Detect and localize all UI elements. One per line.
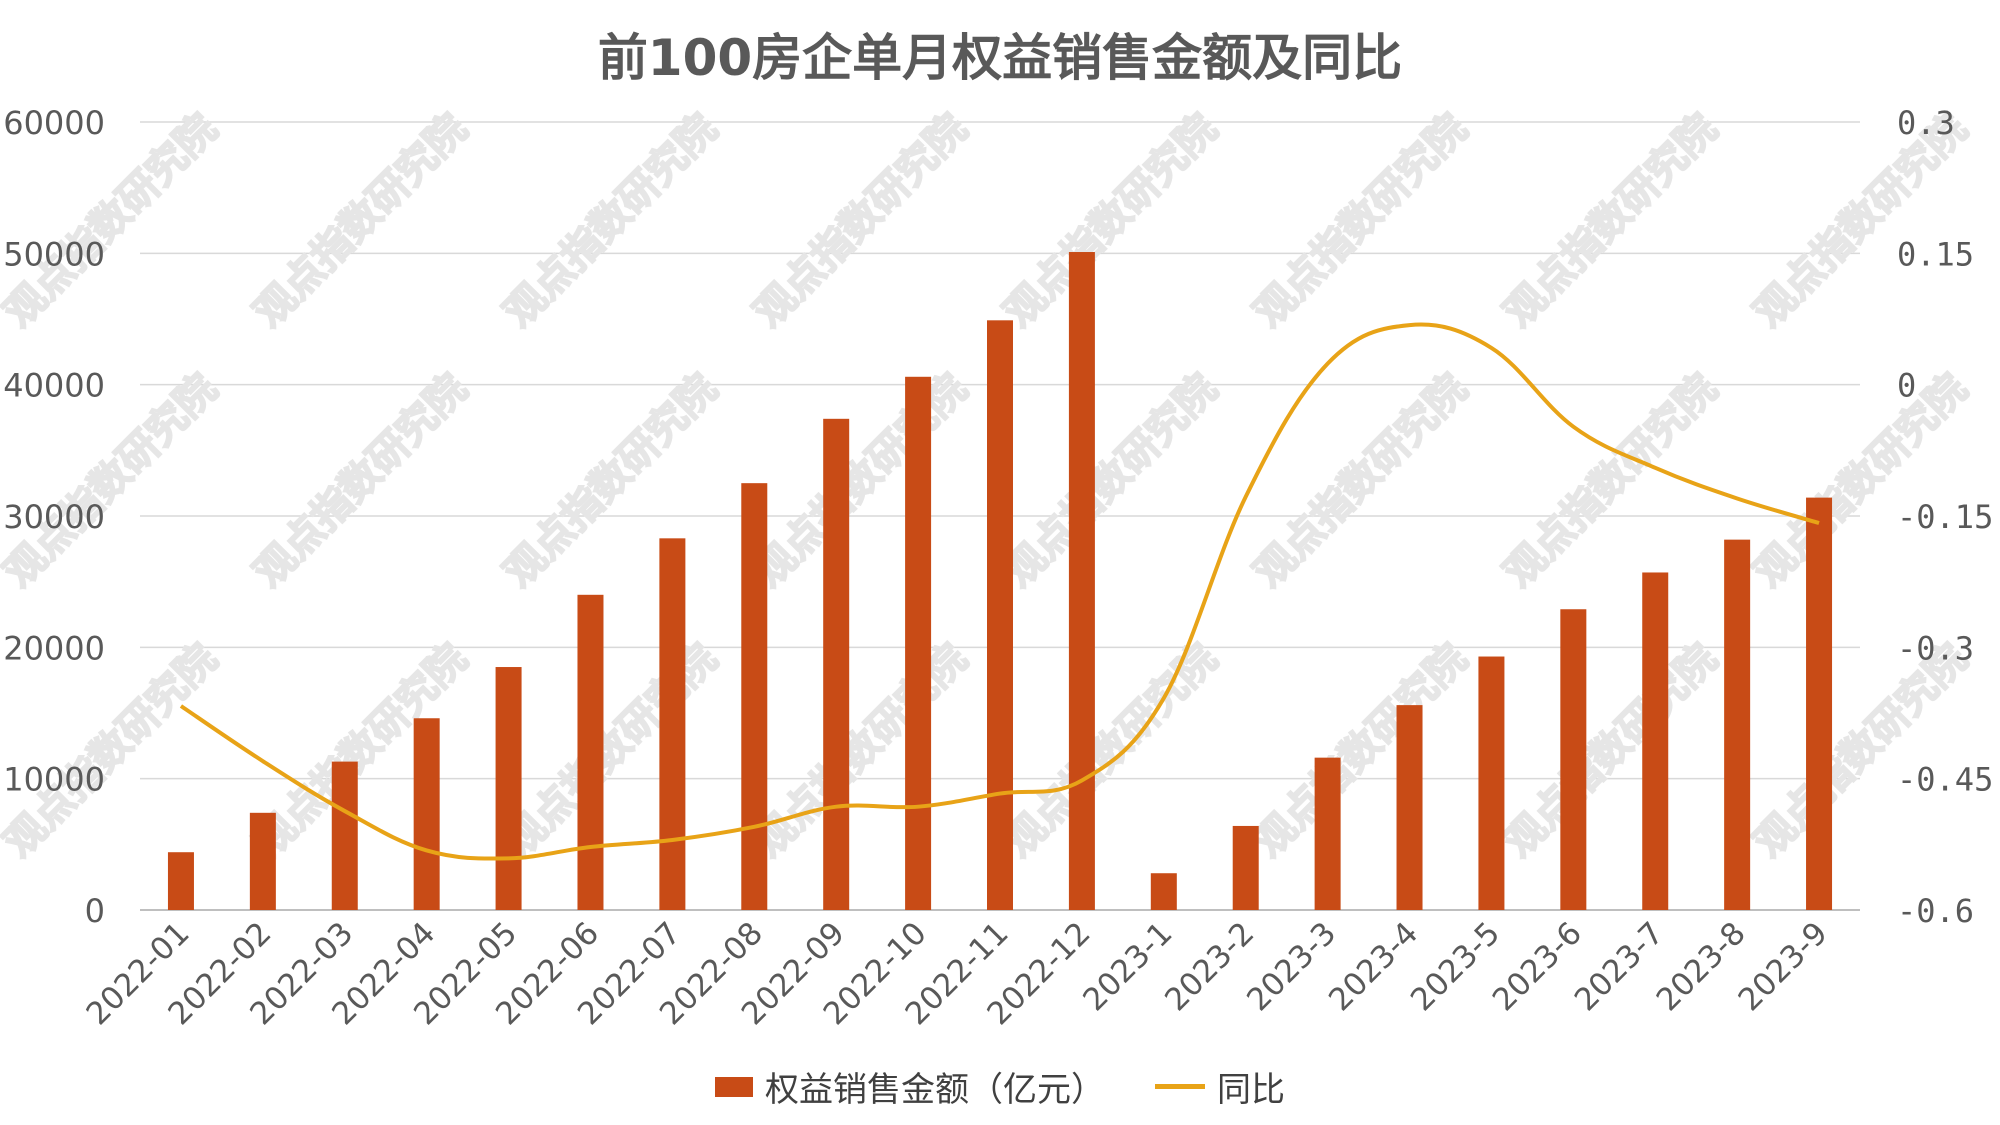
right-tick-label: -0.45 [1897,761,1993,799]
watermark-text: 观点指数研究院 [746,366,977,597]
bar [1396,705,1423,910]
bar [1068,252,1095,910]
watermark-text: 观点指数研究院 [1246,366,1477,597]
legend-item-line[interactable]: 同比 [1155,1062,1285,1111]
bar [823,418,850,910]
legend: 权益销售金额（亿元） 同比 [0,1062,2000,1111]
legend-line-swatch [1155,1084,1205,1089]
bar [1806,497,1833,910]
x-tick-label: 2023-5 [1404,915,1507,1018]
watermark-text: 观点指数研究院 [1746,366,1977,597]
x-axis: 2022-012022-022022-032022-042022-052022-… [80,915,1835,1032]
bar [1478,656,1505,910]
bar [1724,539,1751,910]
watermark-text: 观点指数研究院 [1496,106,1727,337]
left-tick-label: 0 [85,892,105,930]
right-axis: -0.6 -0.45 -0.3 -0.15 0 0.15 0.3 [1897,104,1993,930]
bar [167,852,194,910]
bar [413,718,440,910]
bar [249,812,276,910]
bar [1150,873,1177,910]
watermark-text: 观点指数研究院 [246,106,477,337]
watermark-text: 观点指数研究院 [496,106,727,337]
watermark-text: 观点指数研究院 [996,636,1227,867]
watermark-text: 观点指数研究院 [996,106,1227,337]
watermark-text: 观点指数研究院 [1746,636,1977,867]
left-tick-label: 10000 [3,761,105,799]
right-tick-label: -0.6 [1897,892,1974,930]
x-tick-label: 2023-1 [1076,915,1179,1018]
left-tick-label: 50000 [3,235,105,273]
bar [495,667,522,910]
right-tick-label: -0.15 [1897,498,1993,536]
right-tick-label: 0 [1897,367,1916,405]
watermark-text: 观点指数研究院 [1246,636,1477,867]
legend-bar-label: 权益销售金额（亿元） [765,1070,1105,1110]
x-tick-label: 2023-2 [1158,915,1261,1018]
legend-bar-swatch [715,1076,753,1097]
bar [659,538,686,910]
bar [905,376,932,911]
x-tick-label: 2023-9 [1732,915,1835,1018]
right-tick-label: 0.3 [1897,104,1955,142]
legend-item-bar[interactable]: 权益销售金额（亿元） [715,1062,1105,1111]
left-tick-label: 30000 [3,498,105,536]
watermark-text: 观点指数研究院 [496,636,727,867]
watermark-text: 观点指数研究院 [246,636,477,867]
bar [987,320,1013,910]
bar [1642,572,1669,910]
x-tick-label: 2023-4 [1322,915,1425,1018]
watermark-text: 观点指数研究院 [1246,106,1477,337]
right-tick-label: 0.15 [1897,235,1974,273]
bar [577,594,604,910]
watermark-text: 观点指数研究院 [1496,636,1727,867]
left-tick-label: 20000 [3,629,105,667]
watermark-text: 观点指数研究院 [0,636,226,867]
bar [1560,609,1587,910]
watermark-text: 观点指数研究院 [996,366,1227,597]
left-axis: 0 10000 20000 30000 40000 50000 60000 [3,104,105,930]
x-tick-label: 2023-7 [1568,915,1671,1018]
left-tick-label: 40000 [3,367,105,405]
watermark-text: 观点指数研究院 [746,636,977,867]
bar [741,483,768,910]
x-tick-label: 2023-3 [1240,915,1343,1018]
right-tick-label: -0.3 [1897,629,1974,667]
x-tick-label: 2023-8 [1650,915,1753,1018]
legend-line-label: 同比 [1217,1070,1285,1110]
line-series [179,322,1820,861]
watermark-text: 观点指数研究院 [746,106,977,337]
bar [1232,825,1259,910]
watermark-text: 观点指数研究院 [496,366,727,597]
bar [1314,757,1341,910]
chart-title: 前100房企单月权益销售金额及同比 [597,29,1403,87]
x-tick-label: 2023-6 [1486,915,1589,1018]
yoy-line [179,322,1820,861]
bar [331,761,358,910]
bar-series [167,252,1833,911]
left-tick-label: 60000 [3,104,105,142]
watermark-text: 观点指数研究院 [246,366,477,597]
